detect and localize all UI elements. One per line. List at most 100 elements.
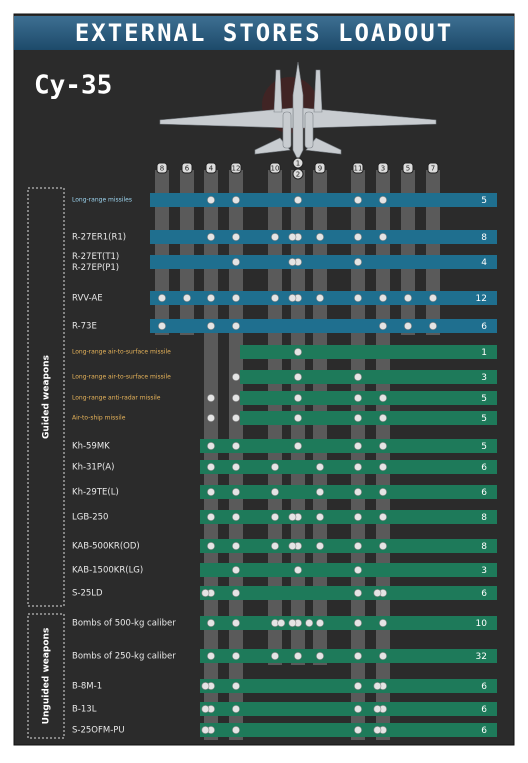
weapon-icon: [232, 652, 240, 660]
weapon-icon: [207, 196, 215, 204]
station-badge: [292, 157, 304, 169]
station-badge: [314, 162, 326, 174]
weapon-icon: [373, 726, 382, 734]
weapon-name: RVV-AE: [72, 294, 103, 304]
aircraft-name: Су-35: [34, 71, 112, 101]
weapon-icon: [404, 322, 412, 330]
weapon-icon: [316, 233, 324, 241]
weapon-icon: [354, 589, 362, 597]
weapon-icon: [207, 619, 215, 627]
weapon-count: 10: [476, 619, 488, 629]
row-bar: [240, 370, 497, 384]
row-bar: [200, 439, 497, 453]
weapon-count: 5: [481, 414, 487, 424]
weapon-icon: [232, 463, 240, 471]
weapon-icon: [232, 322, 240, 330]
weapon-icon: [354, 373, 362, 381]
weapon-count: 8: [481, 542, 487, 552]
weapon-icon: [354, 394, 362, 402]
station-badge: [205, 162, 217, 174]
weapon-icon: [294, 196, 302, 204]
weapon-icon: [354, 258, 362, 266]
row-bar: [200, 649, 497, 663]
weapon-icon: [232, 682, 240, 690]
weapon-icon: [379, 233, 387, 241]
weapon-icon: [207, 513, 215, 521]
weapon-icon: [232, 233, 240, 241]
station-badge: [352, 162, 364, 174]
station-label: 10: [271, 165, 280, 173]
weapon-icon: [379, 652, 387, 660]
weapon-icon: [232, 488, 240, 496]
weapon-count: 3: [481, 566, 487, 576]
row-bar: [200, 539, 497, 553]
row-bar: [240, 391, 497, 405]
weapon-icon: [294, 652, 302, 660]
weapon-icon: [316, 513, 324, 521]
station-label: 7: [431, 165, 435, 173]
weapon-name: Bombs of 500-kg caliber: [72, 619, 176, 629]
weapon-icon: [316, 294, 324, 302]
weapon-icon: [354, 463, 362, 471]
weapon-icon: [271, 463, 279, 471]
weapon-name: Air-to-ship missile: [72, 415, 126, 422]
weapon-icon: [271, 233, 279, 241]
weapon-name: R-73E: [72, 322, 97, 332]
weapon-name: R-27ET(T1): [72, 252, 119, 262]
weapon-icon: [271, 652, 279, 660]
weapon-icon: [158, 322, 166, 330]
weapon-icon: [232, 394, 240, 402]
weapon-count: 8: [481, 233, 487, 243]
weapon-icon: [207, 414, 215, 422]
weapon-icon: [429, 294, 437, 302]
weapon-icon: [207, 542, 215, 550]
weapon-count: 6: [481, 705, 487, 715]
row-bar: [150, 255, 497, 269]
weapon-icon: [271, 513, 279, 521]
row-bar: [200, 679, 497, 693]
row-bar: [240, 345, 497, 359]
weapon-icon: [429, 322, 437, 330]
weapon-icon: [232, 196, 240, 204]
weapon-icon: [379, 394, 387, 402]
weapon-name: Kh-29TE(L): [72, 488, 119, 498]
weapon-name: Kh-31P(A): [72, 463, 114, 473]
weapon-icon: [232, 705, 240, 713]
weapon-name: KAB-500KR(OD): [72, 542, 140, 552]
weapon-icon: [354, 233, 362, 241]
row-bar: [200, 616, 497, 630]
weapon-name: Long-range air-to-surface missile: [72, 349, 171, 356]
weapon-icon: [232, 542, 240, 550]
weapon-icon: [207, 233, 215, 241]
weapon-icon: [354, 619, 362, 627]
weapon-name: Kh-59MK: [72, 442, 110, 452]
row-bar: [200, 460, 497, 474]
station-badge: [181, 162, 193, 174]
weapon-icon: [232, 373, 240, 381]
weapon-count: 4: [481, 258, 487, 268]
weapon-name: S-25OFM-PU: [72, 726, 125, 736]
station-label: 8: [160, 165, 164, 173]
weapon-icon: [232, 258, 240, 266]
weapon-count: 6: [481, 322, 487, 332]
title-bar: [14, 16, 514, 50]
weapon-icon: [183, 294, 191, 302]
weapon-name: Long-range air-to-surface missile: [72, 374, 171, 381]
weapon-icon: [288, 233, 297, 241]
weapon-name: LGB-250: [72, 513, 108, 523]
weapon-count: 6: [481, 726, 487, 736]
station-badge: [292, 168, 304, 180]
weapon-count: 3: [481, 373, 487, 383]
weapon-icon: [294, 566, 302, 574]
weapon-count: 6: [481, 682, 487, 692]
weapon-icon: [354, 542, 362, 550]
weapon-icon: [207, 394, 215, 402]
weapon-icon: [232, 294, 240, 302]
station-badge: [156, 162, 168, 174]
weapon-count: 8: [481, 513, 487, 523]
weapon-count: 6: [481, 589, 487, 599]
station-badge: [269, 162, 281, 174]
weapon-icon: [379, 513, 387, 521]
weapon-count: 1: [481, 348, 487, 358]
